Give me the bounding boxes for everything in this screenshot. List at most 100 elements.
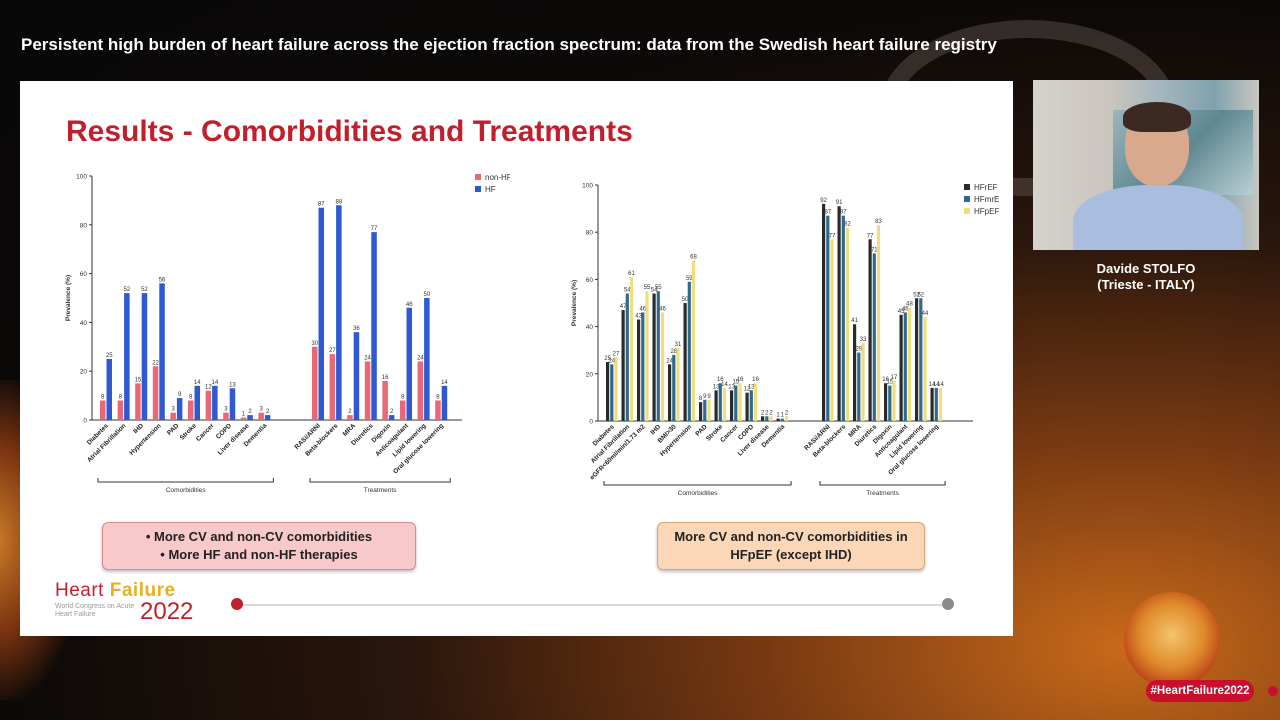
bar-value-label: 3 [171,407,175,413]
presentation-title: Persistent high burden of heart failure … [21,35,997,54]
bar-value-label: 50 [682,297,689,303]
chart-bar [683,303,687,421]
legend-label: HFrEF [974,183,998,192]
chart-bar [903,312,907,421]
bar-value-label: 50 [424,292,431,298]
chart-bar [188,400,194,420]
callout-right-line1: More CV and non-CV comorbidities in [674,529,908,544]
chart-bar [240,417,247,420]
group-bracket [97,478,274,483]
bar-value-label: 15 [886,380,893,386]
presentation-slide: Results - Comorbidities and Treatments 0… [20,81,1013,636]
chart-bar [652,293,656,421]
chart-bar [722,387,727,421]
bar-value-label: 77 [867,233,874,239]
bar-value-label: 9 [178,392,182,398]
chart-bar [435,400,441,420]
bar-value-label: 45 [898,309,905,315]
speaker-name: Davide STOLFO [1096,261,1196,276]
chart-bar [784,416,789,421]
chart-bar [699,402,703,421]
bar-value-label: 46 [406,302,413,308]
chart-bar [730,390,734,421]
bar-value-label: 30 [311,341,318,347]
chart-bar [707,399,711,421]
chart-bar [853,324,857,421]
bar-value-label: 54 [651,288,658,294]
legend-label: HF [485,185,496,194]
bar-value-label: 14 [933,382,940,388]
chart-bar [745,392,749,421]
group-bracket [603,481,792,486]
speaker-body [1073,185,1243,250]
chart-bar [845,227,850,421]
chart-bar [830,239,834,421]
bar-value-label: 8 [101,394,105,400]
bar-value-label: 46 [659,306,666,312]
chart-bar [888,385,892,421]
slide-progress-start-dot[interactable] [231,598,243,610]
x-category-label: Cancer [719,423,740,444]
chart-bar [919,298,923,421]
bar-value-label: 1 [776,413,780,419]
bar-value-label: 36 [353,326,360,332]
bar-value-label: 14 [212,380,219,386]
chart-bar [441,385,448,420]
chart-bar [738,383,742,421]
x-category-label: Cancer [195,422,216,443]
bar-value-label: 82 [844,221,851,227]
y-tick-label: 40 [80,320,88,327]
bar-value-label: 13 [728,384,735,390]
bar-value-label: 14 [929,382,936,388]
chart-bar [312,346,318,420]
chart-bar [776,418,780,421]
legend-swatch [475,174,481,180]
chart-bar [347,415,353,420]
bar-value-label: 24 [666,358,673,364]
chart-bar [100,400,106,420]
speaker-caption: Davide STOLFO (Trieste - ITALY) [1033,261,1259,293]
legend-swatch [964,196,970,202]
chart-bar [915,298,919,421]
group-label: Treatments [364,487,397,494]
bar-value-label: 13 [748,384,755,390]
bar-value-label: 55 [644,285,651,291]
bar-value-label: 83 [875,219,882,225]
bar-value-label: 44 [922,311,929,317]
bar-value-label: 52 [913,292,920,298]
chart-bar [625,293,629,421]
hashtag-dot [1268,686,1278,696]
y-tick-label: 80 [80,222,88,229]
y-axis-title: Prevalence (%) [571,280,578,326]
bar-value-label: 2 [266,409,270,415]
bar-value-label: 16 [737,377,744,383]
chart-bar [610,364,614,421]
group-label: Comorbidities [678,490,718,497]
bar-value-label: 16 [382,375,389,381]
bar-value-label: 46 [639,306,646,312]
bar-value-label: 27 [329,348,336,354]
callout-left-line2: • More HF and non-HF therapies [160,547,358,562]
chart-bar [938,387,943,421]
callout-left-line1: • More CV and non-CV comorbidities [145,529,373,544]
bar-value-label: 2 [785,410,789,416]
legend-label: HFmrEF [974,195,1000,204]
bar-value-label: 1 [242,412,246,418]
bar-value-label: 22 [152,360,159,366]
slide-progress-track [237,604,949,606]
bar-value-label: 8 [119,394,123,400]
slide-progress-end-dot[interactable] [942,598,954,610]
legend-label: non-HF [485,173,510,182]
x-category-label: Beta-blockers [304,422,340,458]
bar-value-label: 29 [855,347,862,353]
bar-value-label: 59 [686,276,693,282]
bar-value-label: 87 [318,202,325,208]
bar-value-label: 12 [744,387,751,393]
chart-bar [371,232,377,420]
chart-bar [691,260,696,421]
chart-bar [406,307,412,420]
y-tick-label: 0 [83,418,87,425]
chart-bar [124,293,130,420]
chart-bar [749,390,753,421]
